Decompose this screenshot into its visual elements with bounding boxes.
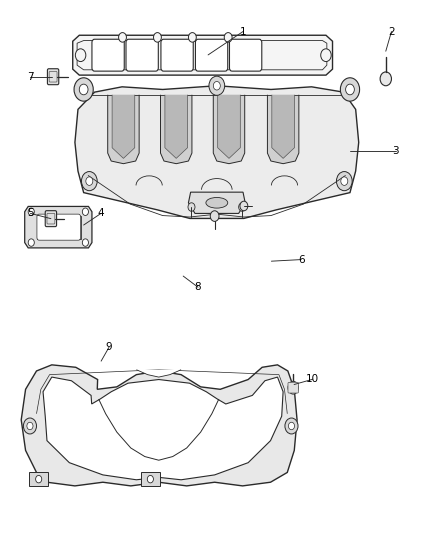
Polygon shape [268,95,299,164]
Polygon shape [213,95,245,164]
Circle shape [74,78,93,101]
Text: 9: 9 [106,342,112,352]
FancyBboxPatch shape [126,39,158,71]
Circle shape [288,381,298,394]
Text: 7: 7 [27,72,34,82]
Text: 1: 1 [240,27,246,37]
FancyBboxPatch shape [161,39,193,71]
Text: 8: 8 [195,282,201,292]
Circle shape [285,418,298,434]
Polygon shape [43,377,283,480]
Ellipse shape [206,197,228,208]
Circle shape [147,475,153,483]
FancyBboxPatch shape [49,71,57,82]
Polygon shape [77,41,327,70]
Circle shape [82,239,88,246]
Circle shape [340,78,360,101]
Polygon shape [141,472,160,486]
Polygon shape [272,95,294,158]
Circle shape [336,172,352,191]
Circle shape [188,203,195,211]
Circle shape [28,239,34,246]
Circle shape [213,82,220,90]
Circle shape [28,208,34,215]
Circle shape [153,33,161,42]
FancyBboxPatch shape [37,214,81,240]
Polygon shape [75,86,359,219]
FancyBboxPatch shape [195,39,228,71]
FancyBboxPatch shape [47,213,55,224]
FancyBboxPatch shape [288,382,298,393]
FancyBboxPatch shape [45,211,57,227]
FancyBboxPatch shape [92,39,124,71]
Circle shape [240,201,248,211]
Polygon shape [136,370,181,377]
Circle shape [23,418,36,434]
Text: 2: 2 [388,27,395,37]
Text: 6: 6 [298,255,304,264]
Circle shape [119,33,127,42]
Circle shape [341,177,348,185]
Circle shape [346,84,354,95]
Polygon shape [218,95,240,158]
Polygon shape [160,95,192,164]
Circle shape [321,49,331,62]
Polygon shape [73,35,332,75]
Polygon shape [112,95,135,158]
Polygon shape [108,95,139,164]
Circle shape [209,76,225,95]
Text: 10: 10 [306,374,319,384]
Circle shape [210,211,219,221]
FancyBboxPatch shape [230,39,262,71]
Text: 4: 4 [98,208,104,219]
Circle shape [27,422,33,430]
Circle shape [82,208,88,215]
Polygon shape [21,365,297,486]
Circle shape [86,177,93,185]
Polygon shape [29,472,48,486]
Polygon shape [188,192,245,213]
Text: 3: 3 [392,146,399,156]
Polygon shape [25,206,92,248]
Circle shape [81,172,97,191]
Polygon shape [165,95,187,158]
Circle shape [288,422,294,430]
Polygon shape [37,215,81,239]
Text: 5: 5 [27,208,34,219]
FancyBboxPatch shape [47,69,59,85]
Circle shape [79,84,88,95]
Circle shape [380,72,392,86]
Circle shape [35,475,42,483]
Circle shape [224,33,232,42]
Circle shape [239,203,246,211]
Circle shape [188,33,196,42]
Circle shape [75,49,86,62]
